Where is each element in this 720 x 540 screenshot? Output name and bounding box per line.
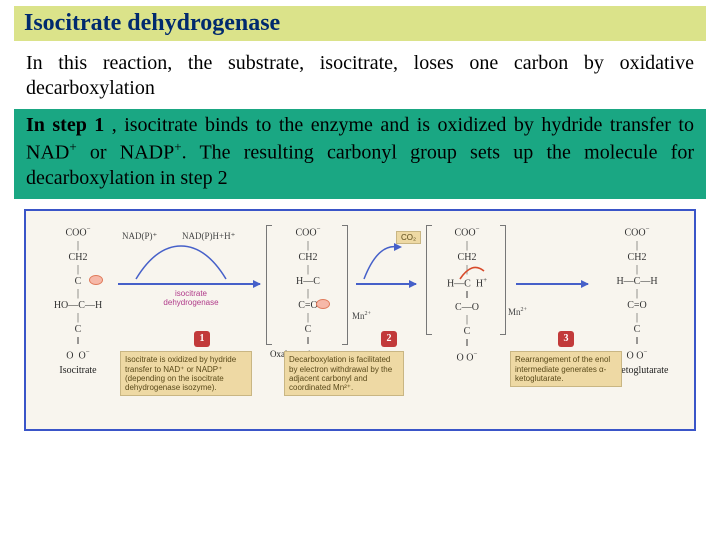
label-isocitrate: Isocitrate (44, 365, 112, 377)
step1-paragraph: In step 1 , isocitrate binds to the enzy… (14, 109, 706, 199)
bracket-right-2 (500, 225, 506, 335)
molecule-oxalosuccinate: COO−|CH2|H—C| C=O|C‖O O− (278, 225, 338, 362)
caption-step1: Isocitrate is oxidized by hydride transf… (120, 351, 252, 396)
caption-step3: Rearrangement of the enol intermediate g… (510, 351, 622, 387)
step1-lead: In step 1 (26, 114, 112, 136)
molecule-enol: COO−|CH2| H—C H+‖C—O|C‖O O− (436, 225, 498, 364)
co2-label: CO₂ (396, 231, 421, 244)
bracket-right (342, 225, 348, 345)
reaction-diagram: COO−|CH2| C| HO—C—H|C‖O O− Isocitrate NA… (24, 209, 696, 431)
bracket-left-2 (426, 225, 432, 335)
red-curve-h (458, 259, 488, 285)
mn-2: Mn2+ (508, 307, 527, 317)
step-number-3: 3 (558, 331, 574, 347)
step-number-1: 1 (194, 331, 210, 347)
arrow-step2 (356, 283, 416, 285)
bracket-left (266, 225, 272, 345)
mn-1: Mn2+ (352, 311, 371, 321)
arrow-step1 (118, 283, 260, 285)
slide-title: Isocitrate dehydrogenase (14, 6, 706, 41)
caption-step2: Decarboxylation is facilitated by electr… (284, 351, 404, 396)
enzyme-label: isocitratedehydrogenase (156, 289, 226, 307)
step-number-2: 2 (381, 331, 397, 347)
curve-arrow-1 (126, 241, 236, 281)
intro-paragraph: In this reaction, the substrate, isocitr… (14, 51, 706, 109)
slide: Isocitrate dehydrogenase In this reactio… (0, 0, 720, 540)
co2-curve (358, 239, 402, 281)
molecule-isocitrate: COO−|CH2| C| HO—C—H|C‖O O− Isocitrate (44, 225, 112, 377)
arrow-step3 (516, 283, 588, 285)
